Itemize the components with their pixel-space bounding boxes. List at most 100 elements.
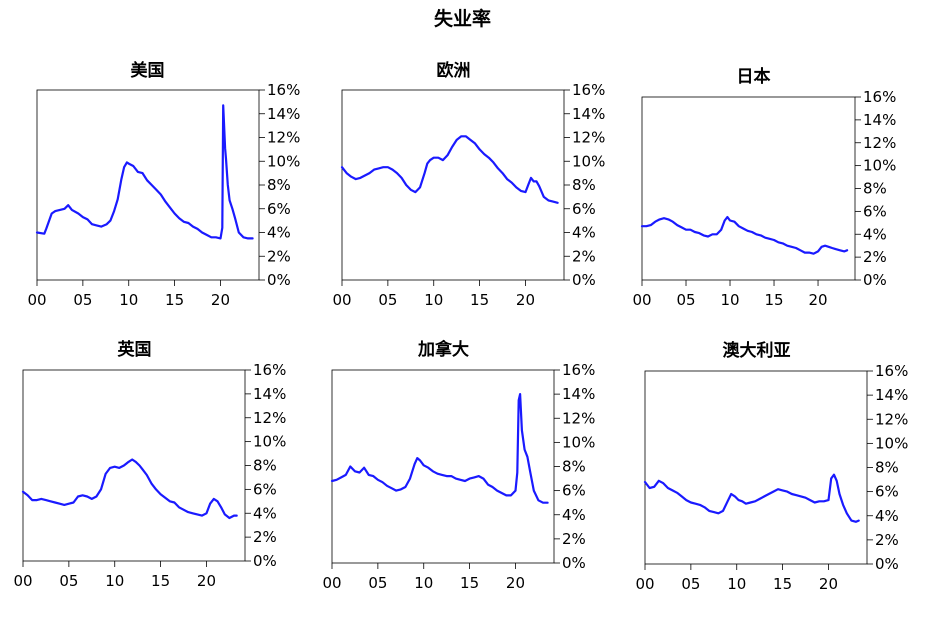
y-tick-label: 8% bbox=[875, 459, 899, 477]
x-tick-label: 05 bbox=[73, 291, 92, 309]
y-tick-label: 12% bbox=[863, 134, 896, 152]
y-tick-label: 8% bbox=[572, 176, 596, 194]
unemployment-line bbox=[21, 458, 238, 520]
x-tick-label: 00 bbox=[27, 291, 46, 309]
x-tick-label: 00 bbox=[322, 574, 341, 592]
y-tick-label: 0% bbox=[562, 554, 586, 572]
x-tick-label: 05 bbox=[59, 572, 78, 590]
y-tick-label: 4% bbox=[875, 507, 899, 525]
chart-panel-us: 美国 0% 2% 4% 6% 8% 10% 12% 14% 16% 00 05 10 15 20 bbox=[0, 56, 300, 346]
unemployment-chart-japan: 0% 2% 4% 6% 8% 10% 12% 14% 16% 00 05 10 15 20 bbox=[632, 88, 896, 309]
y-tick-label: 16% bbox=[863, 88, 896, 106]
y-tick-label: 6% bbox=[863, 202, 887, 220]
y-tick-label: 0% bbox=[863, 271, 887, 289]
y-tick-label: 6% bbox=[267, 200, 291, 218]
y-tick-label: 4% bbox=[562, 506, 586, 524]
x-tick-label: 00 bbox=[635, 575, 654, 593]
y-tick-label: 14% bbox=[572, 105, 605, 123]
y-tick-label: 10% bbox=[863, 157, 896, 175]
unemployment-chart-uk: 0% 2% 4% 6% 8% 10% 12% 14% 16% 00 05 10 15 20 bbox=[13, 361, 286, 590]
y-tick-label: 16% bbox=[875, 362, 908, 380]
y-tick-label: 2% bbox=[253, 528, 277, 546]
x-tick-label: 20 bbox=[516, 291, 535, 309]
y-tick-label: 8% bbox=[267, 176, 291, 194]
x-tick-label: 05 bbox=[676, 291, 695, 309]
y-tick-label: 2% bbox=[267, 247, 291, 265]
chart-title-canada: 加拿大 bbox=[418, 340, 469, 360]
chart-title-australia: 澳大利亚 bbox=[722, 341, 791, 361]
y-tick-label: 10% bbox=[253, 433, 286, 451]
y-tick-label: 8% bbox=[253, 457, 277, 475]
x-tick-label: 20 bbox=[808, 291, 827, 309]
x-tick-label: 10 bbox=[727, 575, 746, 593]
x-tick-label: 00 bbox=[632, 291, 651, 309]
y-tick-label: 0% bbox=[267, 271, 291, 289]
y-tick-label: 16% bbox=[253, 361, 286, 379]
chart-panel-canada: 加拿大 0% 2% 4% 6% 8% 10% 12% 14% 16% 00 05 10 15 20 bbox=[310, 335, 610, 625]
chart-title-us: 美国 bbox=[130, 61, 165, 81]
x-tick-label: 20 bbox=[211, 291, 230, 309]
x-tick-label: 15 bbox=[151, 572, 170, 590]
x-tick-label: 10 bbox=[414, 574, 433, 592]
y-tick-label: 14% bbox=[875, 386, 908, 404]
unemployment-line bbox=[330, 392, 549, 504]
chart-title-uk: 英国 bbox=[117, 340, 152, 360]
x-tick-label: 05 bbox=[378, 291, 397, 309]
unemployment-chart-australia: 0% 2% 4% 6% 8% 10% 12% 14% 16% 00 05 10 15 20 bbox=[635, 362, 908, 593]
y-tick-label: 14% bbox=[267, 105, 300, 123]
y-tick-label: 2% bbox=[875, 531, 899, 549]
y-tick-label: 16% bbox=[267, 81, 300, 99]
y-tick-label: 6% bbox=[562, 482, 586, 500]
x-tick-label: 15 bbox=[165, 291, 184, 309]
x-tick-label: 20 bbox=[506, 574, 525, 592]
y-tick-label: 16% bbox=[562, 361, 595, 379]
chart-panel-europe: 欧洲 0% 2% 4% 6% 8% 10% 12% 14% 16% 00 05 10 15 20 bbox=[305, 56, 605, 346]
chart-panel-uk: 英国 0% 2% 4% 6% 8% 10% 12% 14% 16% 00 05 10 15 20 bbox=[0, 335, 300, 625]
chart-panel-australia: 澳大利亚 0% 2% 4% 6% 8% 10% 12% 14% 16% 00 05 10 15 20 bbox=[623, 336, 923, 626]
unemployment-line bbox=[340, 135, 559, 204]
y-tick-label: 10% bbox=[562, 433, 595, 451]
y-tick-label: 4% bbox=[863, 225, 887, 243]
plot-frame bbox=[641, 96, 856, 281]
x-tick-label: 20 bbox=[197, 572, 216, 590]
unemployment-line bbox=[35, 104, 254, 240]
y-tick-label: 14% bbox=[863, 111, 896, 129]
x-tick-label: 00 bbox=[332, 291, 351, 309]
y-tick-label: 10% bbox=[267, 152, 300, 170]
y-tick-label: 12% bbox=[562, 409, 595, 427]
x-tick-label: 05 bbox=[368, 574, 387, 592]
y-tick-label: 0% bbox=[572, 271, 596, 289]
y-tick-label: 0% bbox=[875, 555, 899, 573]
y-tick-label: 6% bbox=[875, 483, 899, 501]
y-tick-label: 10% bbox=[572, 152, 605, 170]
unemployment-line bbox=[640, 216, 849, 255]
y-tick-label: 4% bbox=[253, 504, 277, 522]
x-tick-label: 15 bbox=[773, 575, 792, 593]
y-tick-label: 10% bbox=[875, 434, 908, 452]
y-tick-label: 0% bbox=[253, 552, 277, 570]
unemployment-chart-europe: 0% 2% 4% 6% 8% 10% 12% 14% 16% 00 05 10 15 20 bbox=[332, 81, 605, 309]
unemployment-chart-us: 0% 2% 4% 6% 8% 10% 12% 14% 16% 00 05 10 15 20 bbox=[27, 81, 300, 309]
y-tick-label: 4% bbox=[572, 224, 596, 242]
unemployment-chart-canada: 0% 2% 4% 6% 8% 10% 12% 14% 16% 00 05 10 15 20 bbox=[322, 361, 595, 592]
x-tick-label: 15 bbox=[470, 291, 489, 309]
y-tick-label: 14% bbox=[562, 385, 595, 403]
y-tick-label: 12% bbox=[267, 129, 300, 147]
x-tick-label: 10 bbox=[105, 572, 124, 590]
x-tick-label: 15 bbox=[764, 291, 783, 309]
plot-frame bbox=[36, 89, 260, 281]
x-tick-label: 00 bbox=[13, 572, 32, 590]
x-tick-label: 10 bbox=[720, 291, 739, 309]
chart-title-europe: 欧洲 bbox=[436, 61, 471, 81]
page-title: 失业率 bbox=[433, 8, 491, 30]
y-tick-label: 2% bbox=[572, 247, 596, 265]
y-tick-label: 14% bbox=[253, 385, 286, 403]
y-tick-label: 8% bbox=[863, 180, 887, 198]
y-tick-label: 6% bbox=[253, 480, 277, 498]
y-tick-label: 6% bbox=[572, 200, 596, 218]
y-tick-label: 12% bbox=[875, 410, 908, 428]
x-tick-label: 05 bbox=[681, 575, 700, 593]
y-tick-label: 12% bbox=[572, 129, 605, 147]
y-tick-label: 8% bbox=[562, 458, 586, 476]
x-tick-label: 20 bbox=[819, 575, 838, 593]
